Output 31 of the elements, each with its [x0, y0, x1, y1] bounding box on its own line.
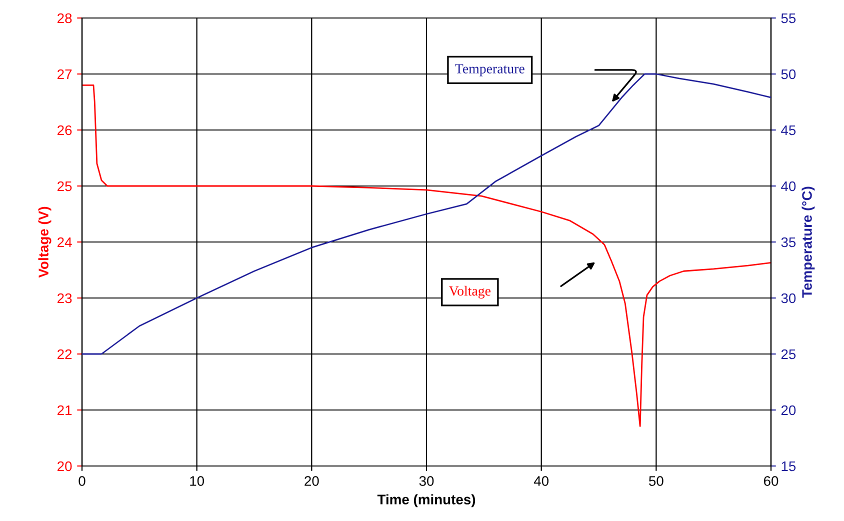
y2-tick-label: 20 — [781, 405, 796, 416]
y-tick-label: 25 — [58, 181, 72, 192]
y-tick-label: 26 — [58, 125, 72, 136]
y-tick-label: 22 — [58, 349, 72, 360]
y2-tick-label: 25 — [781, 349, 796, 360]
y-tick-label: 27 — [58, 69, 72, 80]
y-tick-label: 20 — [58, 461, 72, 472]
y-axis-title: Voltage (V) — [38, 206, 52, 278]
y2-tick-label: 35 — [781, 237, 796, 248]
y2-tick-label: 50 — [781, 69, 796, 80]
x-tick-label: 40 — [534, 476, 549, 486]
x-tick-label: 50 — [649, 476, 664, 486]
y2-tick-label: 15 — [782, 461, 796, 472]
y-tick-label: 23 — [58, 293, 72, 304]
y2-tick-label: 30 — [781, 293, 796, 304]
line-series — [82, 84, 771, 427]
y-tick-label: 24 — [58, 237, 72, 248]
x-tick-label: 30 — [419, 476, 434, 486]
x-axis-title: Time (minutes) — [377, 494, 476, 508]
y-tick-label: 21 — [58, 405, 72, 416]
x-tick-label: 60 — [764, 476, 778, 486]
y2-axis-title: Temperature (°C) — [802, 186, 815, 298]
x-tick-label: 20 — [304, 476, 319, 486]
text: Temperature — [455, 64, 524, 76]
x-tick-label: 0 — [78, 476, 86, 486]
y2-tick-label: 40 — [781, 181, 796, 192]
y2-tick-label: 55 — [781, 13, 796, 24]
x-tick-label: 10 — [190, 476, 204, 486]
y2-tick-label: 45 — [781, 125, 796, 136]
text: Voltage — [448, 286, 491, 298]
y-tick-label: 28 — [58, 13, 72, 24]
